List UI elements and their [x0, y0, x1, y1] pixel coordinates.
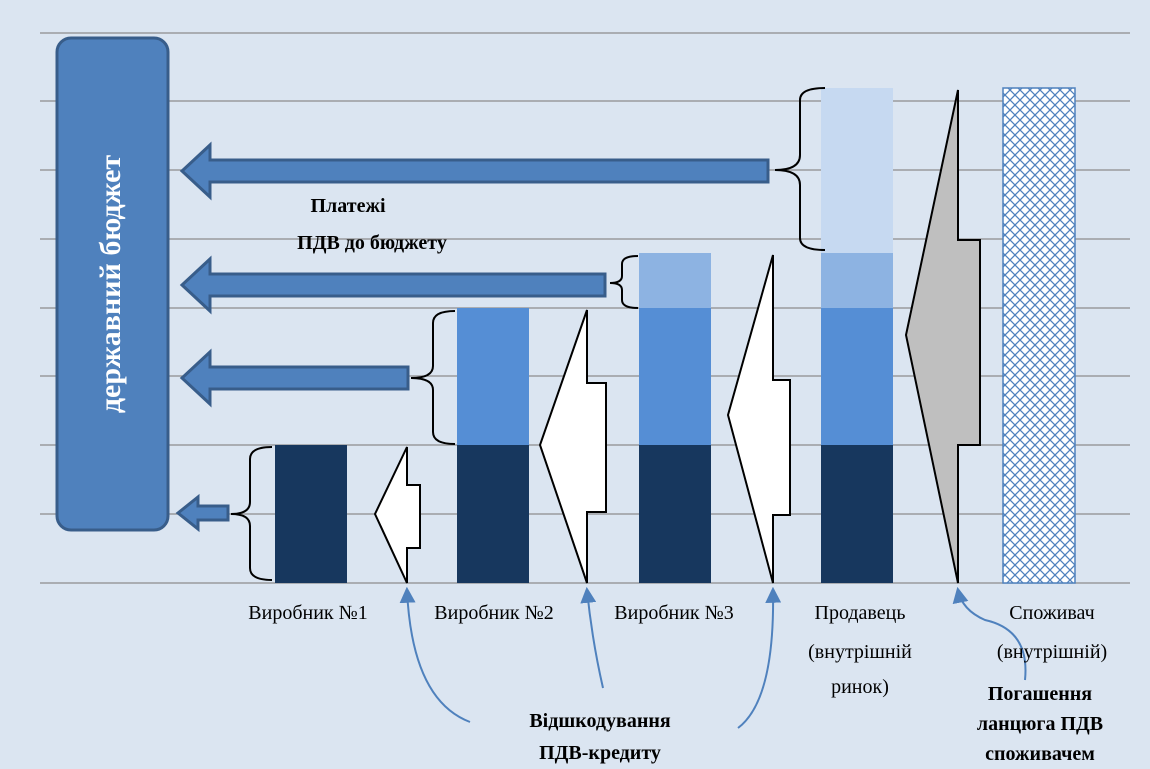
brace	[774, 87, 826, 251]
participant-label: Виробник №2	[434, 602, 553, 624]
participant-label: Виробник №1	[248, 602, 367, 624]
brace	[609, 255, 639, 309]
refund-label: Відшкодування	[529, 710, 671, 732]
payment-arrows	[175, 141, 770, 533]
participant-label: ринок)	[831, 676, 889, 698]
bar-segment	[457, 445, 529, 583]
brace	[230, 446, 273, 581]
repayment-label: споживачем	[985, 743, 1095, 765]
consumer-bar	[1002, 87, 1076, 584]
credit-shape	[373, 446, 421, 584]
participant-label: Споживач	[1009, 602, 1094, 624]
participant-label: Продавець	[815, 602, 906, 624]
budget: державний бюджет	[55, 36, 170, 532]
bars	[275, 87, 1076, 584]
budget-label: державний бюджет	[94, 155, 127, 414]
bar-segment	[639, 253, 711, 308]
arrow	[179, 141, 770, 201]
refund-label: ПДВ-кредиту	[539, 742, 661, 764]
repayment-label: Погашення	[988, 683, 1092, 705]
repayment-label: ланцюга ПДВ	[977, 713, 1103, 735]
bar-segment	[821, 253, 893, 308]
brace	[410, 310, 456, 445]
participant-label: Виробник №3	[614, 602, 733, 624]
bar-segment	[821, 88, 893, 253]
arrow	[175, 493, 230, 533]
participant-label: (внутрішній	[808, 641, 912, 663]
braces	[230, 87, 826, 581]
callout-arrow	[580, 586, 604, 689]
bar-segment	[821, 308, 893, 445]
labels: Платежі ПДВ до бюджету Виробник №1 Вироб…	[248, 195, 1107, 765]
arrow	[179, 348, 410, 408]
bar-segment	[639, 445, 711, 583]
callout-arrow	[399, 586, 471, 723]
budget-box	[55, 36, 170, 532]
callout-arrow	[952, 586, 1027, 681]
bar-segment	[275, 445, 347, 583]
bar-segment	[821, 445, 893, 583]
participant-label: (внутрішній)	[997, 641, 1107, 663]
bar-segment	[457, 308, 529, 445]
bar-segment	[639, 308, 711, 445]
callout-arrow	[737, 586, 782, 729]
callout-arrows	[399, 586, 1027, 729]
repayment-shape	[904, 89, 981, 584]
payments-label: ПДВ до бюджету	[297, 232, 447, 254]
arrow	[179, 255, 607, 315]
credit-shape	[538, 309, 607, 584]
payments-label: Платежі	[310, 195, 385, 217]
credit-shapes	[373, 89, 981, 584]
credit-shape	[726, 254, 791, 584]
